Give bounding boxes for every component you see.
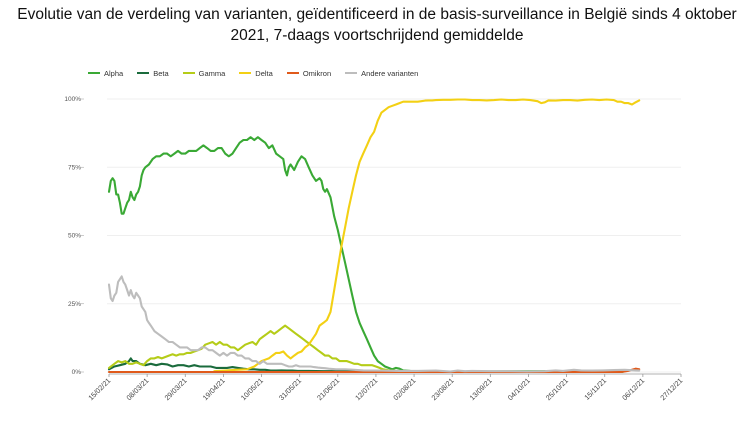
legend-item-beta[interactable]: Beta [137,68,169,78]
x-tick-label: 19/04/21 [201,376,227,402]
legend-item-andere-varianten[interactable]: Andere varianten [345,69,418,78]
y-tick-label: 100% [64,96,81,103]
chart-title: Evolutie van de verdeling van varianten,… [0,4,754,46]
x-tick-label: 15/02/21 [86,376,112,402]
y-tick-label: 50% [68,233,81,240]
chart-title-line-2: 2021, 7-daags voortschrijdend gemiddelde [230,27,524,44]
legend-item-alpha[interactable]: Alpha [88,69,123,78]
chart-gridlines [107,98,681,373]
x-tick-label: 10/05/21 [239,376,265,402]
x-tick-label: 04/10/21 [506,376,532,402]
chart-legend: Alpha Beta Gamma Delta Omikron Andere va… [88,67,432,79]
x-tick-label: 13/09/21 [468,376,494,402]
x-tick-label: 02/08/21 [391,376,417,402]
chart-title-line-1: Evolutie van de verdeling van varianten,… [17,6,737,23]
legend-swatch-delta [239,72,252,74]
legend-item-delta[interactable]: Delta [239,69,273,78]
x-tick-label: 08/03/21 [124,376,150,402]
legend-label-gamma: Gamma [198,68,226,78]
legend-label-delta: Delta [255,68,273,78]
y-tick-label: 25% [68,301,81,308]
series-line-andere-varianten [107,275,641,373]
x-tick-label: 23/08/21 [429,376,455,402]
legend-item-gamma[interactable]: Gamma [182,68,226,78]
legend-swatch-omikron [286,72,299,74]
legend-label-beta: Beta [153,68,169,78]
legend-label-omikron: Omikron [302,68,332,78]
x-tick-label: 15/11/21 [582,376,608,402]
y-tick-label: 75% [68,164,81,171]
x-tick-label: 12/07/21 [353,376,379,402]
series-line-alpha [107,136,624,373]
x-tick-label: 21/06/21 [315,376,341,402]
legend-swatch-gamma [182,72,195,74]
y-tick-label: 0% [72,369,82,376]
x-axis: 15/02/21 08/03/21 29/03/21 19/04/21 10/05/21… [86,373,684,402]
legend-swatch-andere-varianten [345,72,358,74]
legend-label-andere-varianten: Andere varianten [361,68,419,78]
x-tick-label: 25/10/21 [544,376,570,402]
x-tick-label: 06/12/21 [620,376,646,402]
legend-swatch-beta [137,72,150,74]
x-tick-label: 31/05/21 [277,376,303,402]
x-tick-label: 29/03/21 [163,376,189,402]
chart-series-lines [107,98,641,374]
y-axis-ticks: 0% 25% 50% 75% 100% [64,96,84,376]
legend-item-omikron[interactable]: Omikron [286,68,332,78]
series-line-gamma [107,324,624,373]
x-tick-label: 27/12/21 [658,376,684,402]
legend-swatch-alpha [88,72,100,74]
series-line-delta [213,98,641,373]
legend-label-alpha: Alpha [104,68,124,78]
